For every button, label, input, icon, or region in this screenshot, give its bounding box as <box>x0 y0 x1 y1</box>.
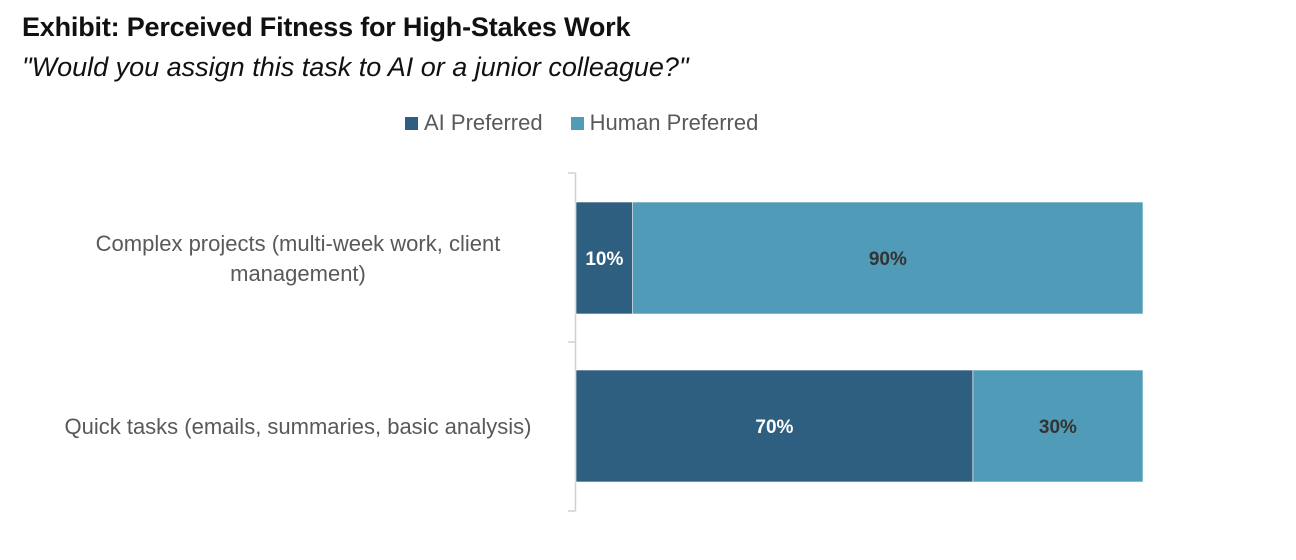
legend-label-human: Human Preferred <box>589 110 759 135</box>
data-label: 10% <box>585 249 623 270</box>
chart-title: Exhibit: Perceived Fitness for High-Stak… <box>22 12 631 42</box>
data-label: 90% <box>869 249 907 270</box>
category-label: Complex projects (multi-week work, clien… <box>96 231 501 286</box>
legend: AI Preferred Human Preferred <box>405 110 786 136</box>
legend-label-ai: AI Preferred <box>424 110 543 135</box>
bar-segment-ai <box>575 369 974 483</box>
chart-subtitle: "Would you assign this task to AI or a j… <box>22 52 689 82</box>
data-label: 70% <box>755 417 793 438</box>
legend-swatch-ai <box>405 116 418 130</box>
data-label: 30% <box>1039 417 1077 438</box>
bar-segment-human <box>632 201 1144 315</box>
legend-swatch-human <box>570 116 584 130</box>
bar-segment-human <box>972 369 1144 483</box>
legend-item-ai: AI Preferred <box>405 110 543 136</box>
category-label: Quick tasks (emails, summaries, basic an… <box>64 414 531 439</box>
legend-item-human: Human Preferred <box>570 110 759 136</box>
